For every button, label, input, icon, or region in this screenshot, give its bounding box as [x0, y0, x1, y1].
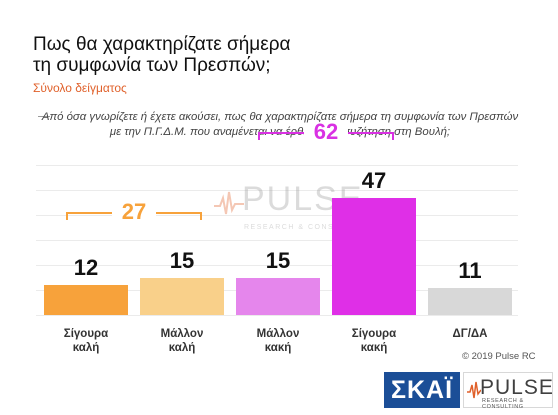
bar — [236, 277, 320, 315]
gridline — [36, 240, 518, 241]
category-label: Σίγουρα κακή — [332, 327, 416, 355]
category-label-line: ΔΓ/ΔΑ — [452, 328, 488, 340]
category-label-line: Σίγουρα — [63, 328, 109, 340]
pulse-logo-text: PULSE — [480, 376, 554, 399]
pulse-wave-icon — [467, 381, 481, 399]
bar — [44, 285, 128, 315]
group-bracket-gap — [112, 203, 156, 220]
bar — [428, 287, 512, 315]
watermark-wave-icon — [214, 191, 244, 215]
chart-title-line-1: Πως θα χαρακτηρίζατε σήμερα — [33, 34, 291, 55]
category-label-line: Σίγουρα — [351, 328, 397, 340]
category-label: Σίγουρα καλή — [44, 327, 128, 355]
pulse-logo: PULSE RESEARCH & CONSULTING — [463, 372, 554, 410]
gridline — [36, 165, 518, 166]
chart-subtitle: Σύνολο δείγματος — [33, 81, 127, 95]
chart-title: Πως θα χαρακτηρίζατε σήμερα τη συμφωνία … — [33, 34, 291, 76]
category-label: Μάλλον κακή — [236, 327, 320, 355]
bar — [332, 197, 416, 315]
bar-value-label: 47 — [361, 167, 387, 193]
watermark-subtext: RESEARCH & CONSULTING — [244, 224, 369, 231]
category-label-line: καλή — [168, 342, 196, 354]
gridline — [36, 315, 518, 316]
skai-logo: ΣΚΑΪ — [384, 372, 460, 408]
gridline — [36, 190, 518, 191]
bar-value-label: 11 — [458, 257, 482, 283]
gridline — [36, 215, 518, 216]
category-label: Μάλλον καλή — [140, 327, 224, 355]
question-rule — [38, 116, 50, 117]
category-label-line: Μάλλον — [256, 328, 300, 340]
category-label: ΔΓ/ΔΑ — [428, 327, 512, 341]
category-label-line: κακή — [360, 342, 388, 354]
copyright-notice: © 2019 Pulse RC — [462, 351, 536, 362]
pulse-logo-subtext: RESEARCH & CONSULTING — [482, 398, 524, 410]
category-label-line: κακή — [264, 342, 292, 354]
group-total-label: 62 — [313, 118, 339, 144]
bar — [140, 277, 224, 315]
skai-logo-text: ΣΚΑΪ — [390, 376, 454, 404]
group-bracket-gap — [304, 123, 348, 140]
bar-value-label: 15 — [265, 247, 291, 273]
category-label-line: καλή — [72, 342, 100, 354]
category-label-line: Μάλλον — [160, 328, 204, 340]
bar-value-label: 12 — [73, 255, 99, 280]
bar-value-label: 15 — [169, 247, 195, 273]
gridline — [36, 265, 518, 266]
group-total-label: 27 — [121, 198, 147, 224]
chart-title-line-2: τη συμφωνία των Πρεσπών; — [33, 55, 271, 76]
